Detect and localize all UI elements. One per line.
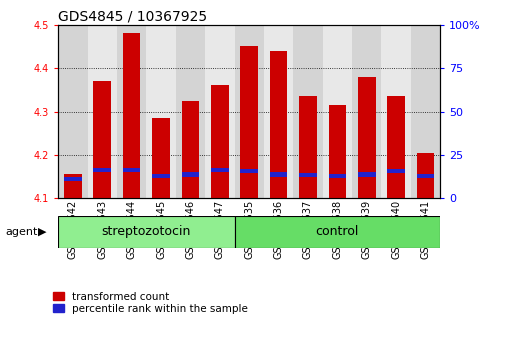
- Bar: [123, 33, 140, 198]
- Bar: [123, 168, 140, 172]
- Text: control: control: [315, 225, 359, 238]
- Bar: [152, 118, 170, 198]
- Bar: [416, 173, 433, 178]
- Bar: [234, 25, 264, 198]
- Bar: [240, 169, 258, 173]
- Bar: [322, 25, 351, 198]
- Bar: [93, 168, 111, 172]
- Bar: [293, 25, 322, 198]
- Bar: [298, 96, 316, 198]
- Text: streptozotocin: streptozotocin: [102, 225, 191, 238]
- Bar: [357, 77, 375, 198]
- Bar: [64, 175, 81, 198]
- Bar: [269, 172, 287, 177]
- Bar: [328, 173, 345, 178]
- Bar: [234, 216, 439, 248]
- Text: ▶: ▶: [38, 227, 46, 237]
- Bar: [328, 105, 345, 198]
- Bar: [269, 51, 287, 198]
- Bar: [181, 101, 199, 198]
- Bar: [264, 25, 293, 198]
- Bar: [152, 173, 170, 178]
- Bar: [58, 25, 87, 198]
- Bar: [240, 46, 258, 198]
- Bar: [416, 153, 433, 198]
- Bar: [211, 85, 228, 198]
- Bar: [64, 177, 81, 181]
- Bar: [298, 173, 316, 177]
- Bar: [386, 96, 404, 198]
- Bar: [93, 81, 111, 198]
- Bar: [357, 172, 375, 177]
- Bar: [386, 169, 404, 173]
- Bar: [87, 25, 117, 198]
- Bar: [351, 25, 381, 198]
- Bar: [58, 216, 234, 248]
- Bar: [410, 25, 439, 198]
- Bar: [175, 25, 205, 198]
- Bar: [117, 25, 146, 198]
- Bar: [181, 172, 199, 177]
- Bar: [146, 25, 175, 198]
- Bar: [211, 168, 228, 172]
- Text: agent: agent: [5, 227, 37, 237]
- Text: GDS4845 / 10367925: GDS4845 / 10367925: [58, 10, 207, 24]
- Legend: transformed count, percentile rank within the sample: transformed count, percentile rank withi…: [53, 292, 247, 314]
- Bar: [381, 25, 410, 198]
- Bar: [205, 25, 234, 198]
